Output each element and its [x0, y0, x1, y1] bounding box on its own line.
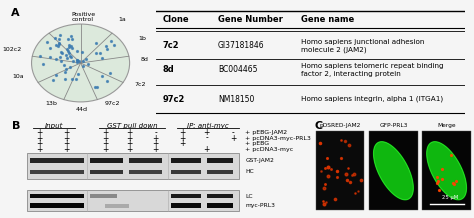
Text: Positive
control: Positive control: [71, 12, 95, 22]
Text: +: +: [203, 128, 210, 137]
Text: Homo sapiens integrin, alpha 1 (ITGA1): Homo sapiens integrin, alpha 1 (ITGA1): [301, 96, 443, 102]
Text: 102c2: 102c2: [2, 47, 22, 52]
Text: +: +: [63, 134, 69, 143]
FancyBboxPatch shape: [207, 158, 233, 163]
Text: + pcDNA3-myc-PRL3: + pcDNA3-myc-PRL3: [246, 136, 311, 141]
Text: 7c2: 7c2: [163, 41, 179, 50]
Text: HC: HC: [246, 169, 254, 174]
FancyBboxPatch shape: [30, 203, 84, 208]
Circle shape: [32, 24, 129, 102]
Text: + pEBG-JAM2: + pEBG-JAM2: [246, 130, 288, 135]
FancyBboxPatch shape: [207, 170, 233, 174]
Text: C: C: [314, 121, 323, 131]
FancyBboxPatch shape: [207, 203, 233, 208]
Text: +: +: [180, 128, 186, 137]
Text: +: +: [153, 145, 159, 154]
Text: +: +: [126, 128, 132, 137]
Text: LC: LC: [246, 194, 253, 199]
Text: +: +: [153, 134, 159, 143]
Text: +: +: [102, 145, 108, 154]
Text: +: +: [36, 134, 43, 143]
Text: 1b: 1b: [138, 36, 146, 41]
Text: +: +: [63, 128, 69, 137]
Text: Merge: Merge: [438, 123, 456, 128]
FancyBboxPatch shape: [27, 190, 239, 211]
Text: +: +: [203, 145, 210, 154]
Text: +: +: [36, 145, 43, 154]
Text: +: +: [180, 134, 186, 143]
Text: +: +: [36, 128, 43, 137]
FancyBboxPatch shape: [171, 203, 201, 208]
FancyBboxPatch shape: [90, 194, 117, 198]
FancyBboxPatch shape: [207, 194, 233, 198]
Text: Homo sapiens telomeric repeat binding
factor 2, interacting protein: Homo sapiens telomeric repeat binding fa…: [301, 63, 444, 77]
Text: NM18150: NM18150: [218, 95, 255, 104]
Text: +: +: [63, 139, 69, 148]
Text: -: -: [232, 128, 235, 137]
Text: 10a: 10a: [13, 74, 24, 79]
Text: +: +: [126, 145, 132, 154]
FancyBboxPatch shape: [90, 170, 123, 174]
Text: + pcDNA3-myc: + pcDNA3-myc: [246, 147, 293, 152]
Polygon shape: [427, 142, 466, 200]
Text: B: B: [12, 121, 21, 131]
Text: +: +: [230, 134, 237, 143]
FancyBboxPatch shape: [171, 194, 201, 198]
Text: +: +: [102, 139, 108, 148]
Text: Gene Number: Gene Number: [218, 15, 283, 24]
Text: GST pull down: GST pull down: [107, 123, 157, 129]
FancyBboxPatch shape: [30, 158, 84, 163]
Polygon shape: [374, 142, 413, 200]
FancyBboxPatch shape: [105, 204, 129, 208]
FancyBboxPatch shape: [171, 170, 201, 174]
Text: +: +: [36, 139, 43, 148]
Text: 7c2: 7c2: [135, 82, 146, 87]
FancyBboxPatch shape: [30, 194, 84, 198]
FancyBboxPatch shape: [27, 153, 239, 179]
Text: -: -: [155, 128, 157, 137]
FancyBboxPatch shape: [369, 131, 418, 210]
FancyBboxPatch shape: [316, 131, 365, 210]
Text: + pEBG: + pEBG: [246, 141, 270, 146]
Text: +: +: [102, 128, 108, 137]
Text: 1a: 1a: [119, 17, 127, 22]
Text: GI37181846: GI37181846: [218, 41, 264, 50]
Text: +: +: [63, 145, 69, 154]
Text: pDSRED-JAM2: pDSRED-JAM2: [319, 123, 361, 128]
Text: myc-PRL3: myc-PRL3: [246, 203, 275, 208]
Text: +: +: [180, 139, 186, 148]
Text: 97c2: 97c2: [163, 95, 185, 104]
Text: 97c2: 97c2: [105, 101, 120, 106]
Text: 13b: 13b: [45, 101, 57, 106]
Text: A: A: [11, 8, 19, 18]
Text: 44d: 44d: [75, 107, 88, 112]
FancyBboxPatch shape: [30, 170, 84, 174]
Text: IP: anti-myc: IP: anti-myc: [187, 123, 229, 129]
Text: +: +: [126, 134, 132, 143]
Text: Homo sapiens junctional adhesion
molecule 2 (JAM2): Homo sapiens junctional adhesion molecul…: [301, 39, 425, 53]
Text: +: +: [153, 139, 159, 148]
Text: BC004465: BC004465: [218, 65, 257, 74]
Text: +: +: [126, 139, 132, 148]
FancyBboxPatch shape: [129, 158, 162, 163]
Text: Clone: Clone: [163, 15, 189, 24]
Text: 25 μM: 25 μM: [442, 194, 458, 199]
Text: 8d: 8d: [163, 65, 174, 74]
FancyBboxPatch shape: [129, 170, 162, 174]
Text: GST-JAM2: GST-JAM2: [246, 158, 274, 163]
FancyBboxPatch shape: [90, 158, 123, 163]
FancyBboxPatch shape: [171, 158, 201, 163]
Text: -: -: [205, 134, 208, 143]
Text: Input: Input: [45, 123, 64, 129]
Text: 8d: 8d: [140, 57, 148, 62]
FancyBboxPatch shape: [422, 131, 471, 210]
Text: +: +: [102, 134, 108, 143]
Text: GFP-PRL3: GFP-PRL3: [379, 123, 408, 128]
Text: Gene name: Gene name: [301, 15, 355, 24]
